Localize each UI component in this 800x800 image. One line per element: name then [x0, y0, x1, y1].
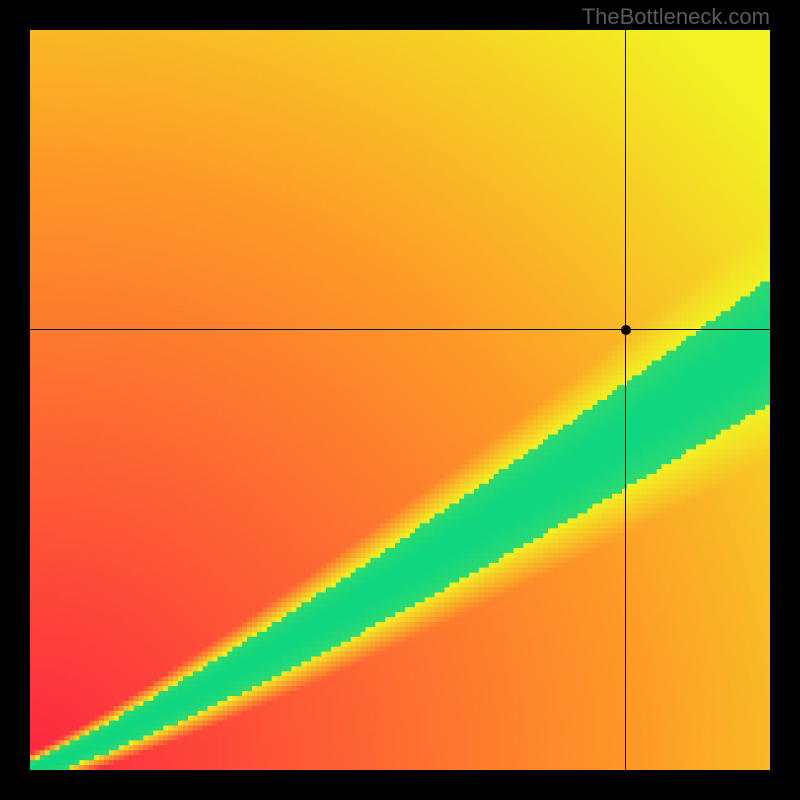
crosshair-horizontal-line	[30, 329, 770, 330]
crosshair-vertical-line	[625, 30, 626, 770]
chart-container: TheBottleneck.com	[0, 0, 800, 800]
bottleneck-heatmap	[30, 30, 770, 770]
crosshair-marker	[621, 325, 631, 335]
watermark-text: TheBottleneck.com	[582, 4, 770, 30]
